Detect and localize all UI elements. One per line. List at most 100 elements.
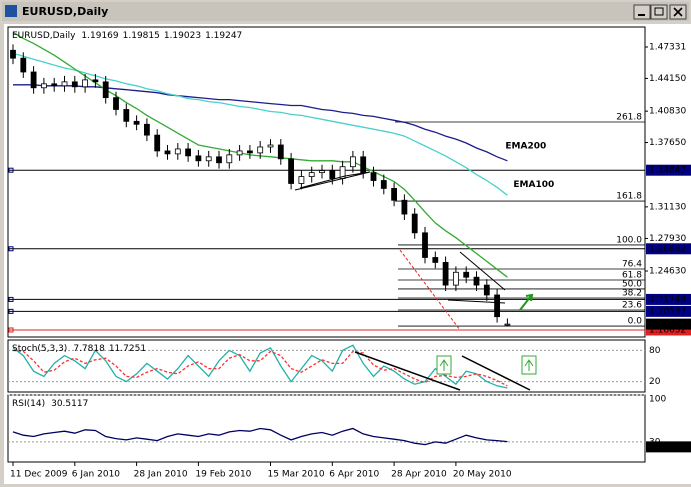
icon [654, 7, 664, 16]
y-tick-label: 1.31130 [649, 202, 686, 212]
candle-body [113, 97, 119, 110]
candle-body [236, 150, 243, 156]
candle-body [504, 323, 511, 326]
price-label: 1.26882 [649, 244, 686, 254]
fibo-label: 50.0 [622, 279, 642, 289]
price-label-bg [646, 243, 691, 255]
price-label: 1.20537 [649, 307, 686, 317]
title-bar [2, 2, 689, 21]
x-tick-label: 6 Apr 2010 [329, 470, 379, 480]
x-tick-label: 6 Jan 2010 [72, 470, 120, 480]
icon [673, 7, 683, 17]
candle-body [452, 271, 459, 286]
y-tick-label: 1.24630 [649, 266, 686, 276]
window-title: EURUSD,Daily [22, 5, 108, 18]
header-value: 1.19247 [205, 31, 242, 41]
candle-body [143, 123, 150, 136]
candle-body [51, 83, 58, 87]
candle-body [257, 146, 264, 154]
candle-body [205, 156, 212, 162]
series-label: EMA100 [513, 180, 554, 190]
x-tick-label: 28 Jan 2010 [134, 470, 188, 480]
fibo-label: 161.8 [616, 192, 642, 202]
x-tick-label: 15 Mar 2010 [268, 470, 325, 480]
value-label-bg [646, 441, 691, 453]
candle-body [154, 134, 161, 152]
candle-body [308, 172, 315, 177]
candle-body [267, 144, 274, 148]
window-buttons[interactable] [633, 4, 687, 20]
header-title: Stoch(5,3,3) [12, 344, 67, 354]
icon [524, 359, 534, 371]
price-label-bg [646, 293, 691, 305]
panel-header: EURUSD,Daily 1.19169 1.19815 1.19023 1.19247 [12, 31, 242, 41]
arrow [519, 293, 534, 311]
candle-body [133, 120, 140, 125]
candle-body [349, 156, 356, 168]
candle-body [288, 158, 295, 184]
candle-body [226, 154, 233, 164]
candle-body [71, 81, 78, 88]
line-marker [8, 308, 14, 314]
price-label: 1.21748 [649, 295, 686, 305]
stoch-panel [7, 339, 646, 393]
candle-body [164, 150, 171, 155]
price-label-bg [646, 324, 691, 336]
candle-body [401, 199, 408, 215]
window-icon [5, 5, 17, 17]
y-tick-label: 1.37650 [649, 138, 686, 148]
candle-body [30, 71, 37, 89]
candle-body [20, 57, 27, 73]
line-marker [8, 327, 14, 333]
current-price-bg [646, 318, 691, 330]
candle-body [432, 257, 439, 263]
candle-body [82, 79, 88, 88]
header-value: 11.7251 [109, 344, 146, 354]
candle-body [483, 284, 490, 296]
candle-body [463, 271, 470, 278]
fibo-label: 100.0 [616, 235, 642, 245]
trend-line [354, 351, 531, 391]
price-label: 1.18652 [649, 325, 686, 335]
y-tick-label: 1.27930 [649, 234, 686, 244]
y-tick-label: 20 [649, 377, 661, 387]
candle-body [41, 83, 47, 89]
price-label-bg [646, 305, 691, 317]
icon [439, 359, 449, 371]
candle-body [442, 262, 449, 286]
candle-body [174, 148, 181, 155]
candle-body [360, 156, 367, 174]
series-label: EMA200 [505, 141, 546, 151]
minimize-button[interactable] [633, 4, 651, 20]
y-tick-label: 1.44150 [649, 74, 686, 84]
y-tick-label: 80 [649, 346, 661, 356]
series-line [12, 349, 508, 387]
price-label: 1.34847 [649, 166, 686, 176]
candle-body [298, 176, 305, 184]
current-price-label: 1.19247 [649, 320, 686, 330]
drawing-objects [294, 171, 537, 391]
fibo-label: 0.0 [628, 317, 643, 327]
line-marker [8, 296, 14, 302]
line-marker [8, 167, 14, 173]
restore-button[interactable] [650, 4, 668, 20]
candle-body [370, 172, 377, 181]
y-tick-label: 100 [649, 395, 666, 405]
panel-header: Stoch(5,3,3) 7.7818 11.7251 [12, 344, 146, 354]
trend-line [447, 251, 506, 304]
candle-body [494, 294, 501, 318]
candle-body [10, 49, 16, 59]
candle-body [246, 150, 253, 154]
x-tick-label: 11 Dec 2009 [10, 470, 68, 480]
trend-line [294, 171, 371, 191]
candle-body [473, 276, 480, 286]
y-tick-label: 1.40830 [649, 107, 686, 117]
candle-body [277, 144, 284, 160]
candle-body [185, 148, 192, 157]
candle-body [61, 81, 68, 87]
candle-body [422, 232, 428, 258]
candle-body [195, 155, 202, 162]
series-line [12, 427, 508, 446]
candle-body [380, 180, 387, 189]
